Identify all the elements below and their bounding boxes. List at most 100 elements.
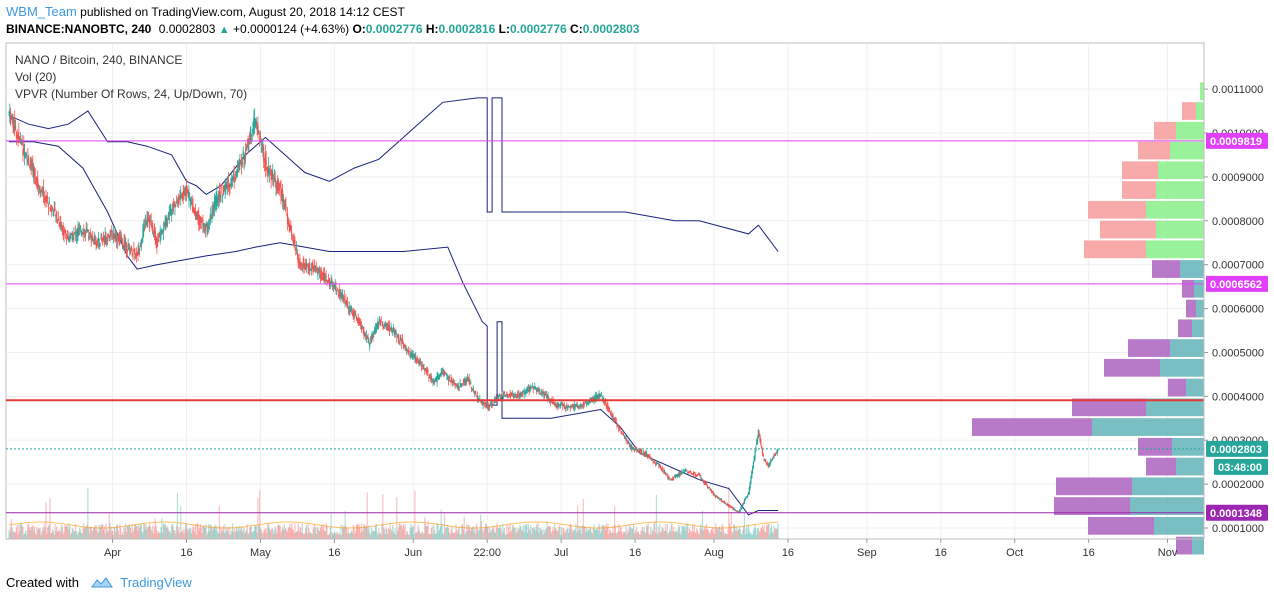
candle-body [577, 407, 580, 408]
candle-body [428, 376, 430, 379]
candle-body [89, 232, 91, 234]
candle-body [704, 482, 706, 484]
volume-bar [506, 523, 508, 539]
volume-bar [677, 532, 679, 539]
candle-body [154, 231, 156, 238]
volume-bar [231, 530, 233, 539]
volume-bar [486, 527, 488, 539]
volume-bar [554, 528, 557, 539]
price-tick-label: 0.0005000 [1212, 347, 1264, 359]
price-axis[interactable]: 0.00110000.00100000.00090000.00080000.00… [1204, 84, 1264, 535]
volume-bar [157, 533, 159, 539]
volume-bar [669, 529, 671, 539]
candle-body [738, 510, 741, 512]
candle-body [326, 279, 328, 283]
volume-bar [57, 530, 59, 539]
legend-vol[interactable]: Vol (20) [15, 70, 57, 84]
volume-bar [298, 531, 300, 539]
volume-bar [596, 527, 598, 539]
volume-bar [590, 532, 593, 539]
tradingview-link[interactable]: TradingView [120, 575, 192, 590]
time-axis[interactable]: Apr 16 May 16 Jun 22:00 Jul 16 Aug 16 Sep 16 Oct 16 No… [104, 539, 1178, 559]
volume-bar [304, 533, 306, 539]
volume-bar [85, 527, 87, 539]
volume-bar [761, 525, 764, 539]
candle-body [535, 388, 538, 392]
volume-bar [618, 523, 620, 539]
volume-bar [656, 534, 658, 539]
volume-bar [268, 528, 271, 539]
candle-body [627, 443, 629, 445]
candle-body [283, 205, 285, 207]
candle-body [633, 449, 635, 450]
volume-bar [560, 527, 562, 539]
volume-bar [515, 533, 517, 539]
candle-body [457, 387, 459, 390]
candle-body [193, 211, 195, 213]
volume-bar [640, 530, 642, 539]
volume-bar [752, 534, 754, 539]
candle-body [123, 241, 125, 249]
volume-bar [73, 531, 75, 539]
volume-bar [64, 525, 66, 539]
volume-bar [443, 534, 445, 539]
candle-body [511, 395, 513, 397]
volume-bar [625, 525, 627, 539]
volume-bar [149, 525, 151, 539]
volume-bar [195, 534, 197, 539]
volume-bar [346, 527, 348, 539]
volume-bar [631, 528, 633, 539]
candle-body [409, 351, 411, 357]
candle-body [93, 242, 95, 243]
price-tick-label: 0.0002000 [1212, 479, 1264, 491]
volume-bar [76, 534, 78, 539]
candle-body [768, 463, 770, 466]
volume-bar [638, 533, 640, 539]
volume-bar [250, 525, 252, 539]
volume-bar [261, 532, 263, 539]
candle-body [382, 324, 384, 326]
volume-bar [202, 525, 204, 539]
volume-bar [164, 523, 166, 539]
candle-body [570, 405, 572, 408]
candle-body [233, 174, 235, 181]
candle-body [542, 390, 544, 394]
candle-body [150, 220, 152, 226]
candle-body [59, 223, 61, 226]
volume-bar [507, 534, 509, 539]
candle-body [328, 278, 331, 286]
author-link[interactable]: WBM_Team [6, 4, 77, 19]
candle-body [664, 471, 666, 473]
volume-bar [485, 524, 487, 539]
candle-body [222, 196, 224, 198]
volume-bar [101, 524, 103, 539]
volume-bar [657, 526, 659, 539]
candle-body [344, 302, 346, 304]
volume-bar [317, 527, 319, 539]
volume-bar [676, 529, 678, 539]
vp-up-bar [1192, 536, 1204, 555]
volume-bar [114, 527, 116, 539]
candle-body [73, 232, 75, 235]
volume-bar [424, 524, 427, 539]
legend-pair[interactable]: NANO / Bitcoin, 240, BINANCE [15, 53, 183, 67]
volume-bar [84, 527, 87, 539]
candle-body [280, 188, 282, 198]
volume-profile [972, 82, 1204, 555]
legend-vpvr[interactable]: VPVR (Number Of Rows, 24, Up/Down, 70) [15, 87, 248, 101]
candle-body [66, 236, 68, 239]
candle-body [175, 204, 177, 206]
volume-bar [504, 534, 506, 539]
candle-body [271, 170, 273, 180]
candle-body [573, 404, 575, 409]
candle-body [385, 325, 387, 326]
candle-body [754, 451, 756, 459]
volume-bar [433, 524, 435, 539]
volume-bar [776, 528, 778, 539]
volume-bar [63, 531, 65, 539]
candle-body [743, 500, 745, 504]
volume-bar [588, 529, 590, 539]
vp-up-bar [1192, 319, 1204, 338]
candle-body [148, 219, 151, 226]
